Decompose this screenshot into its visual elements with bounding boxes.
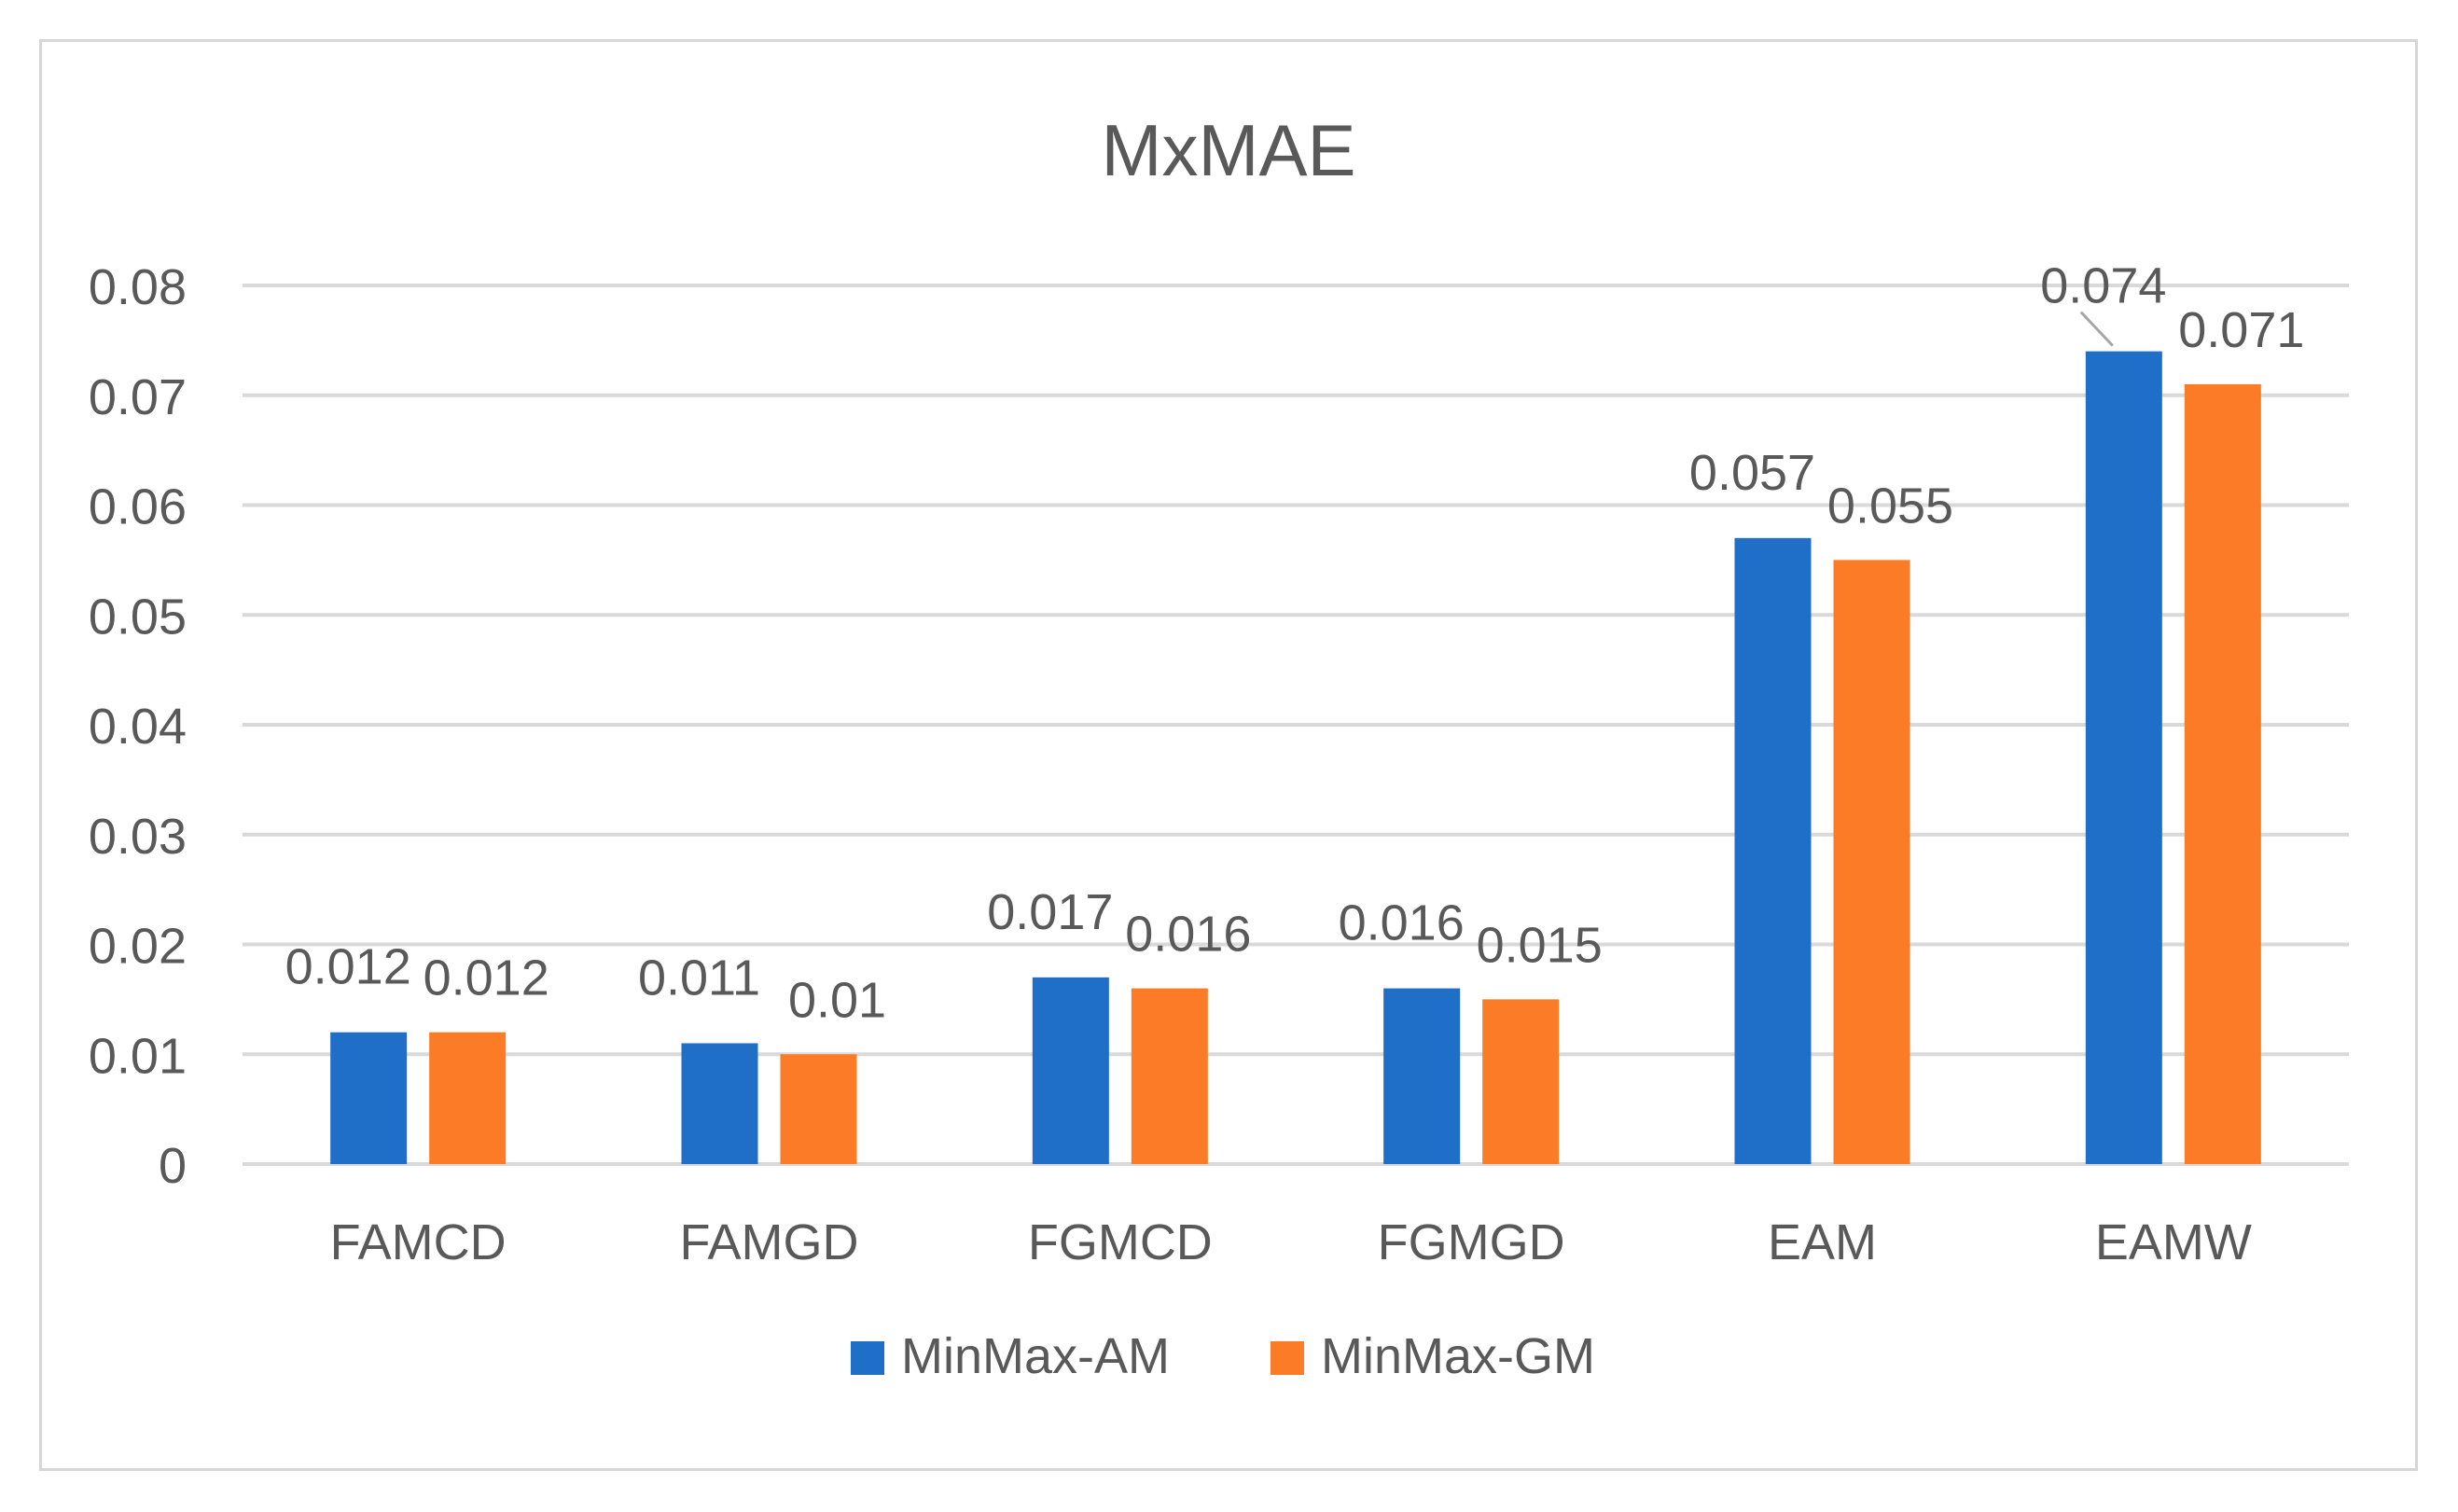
data-label: 0.012 <box>424 950 549 1006</box>
bar-minmax-gm-fgmcd <box>1131 988 1208 1164</box>
leader-line <box>2079 311 2114 347</box>
bar-minmax-gm-eamw <box>2184 383 2261 1165</box>
bar-minmax-gm-fgmgd <box>1482 999 1560 1164</box>
data-label: 0.016 <box>1125 907 1251 963</box>
bar-minmax-am-famgd <box>681 1043 758 1164</box>
chart-frame <box>39 39 2418 1471</box>
y-tick-label: 0.05 <box>89 589 187 645</box>
bar-minmax-gm-famcd <box>429 1032 507 1164</box>
y-axis-ticks: 0 0.01 0.02 0.03 0.04 0.05 0.06 0.07 0.08 <box>89 259 187 1194</box>
bar-minmax-am-eam <box>1734 537 1812 1164</box>
y-tick-label: 0.06 <box>89 479 187 535</box>
y-tick-label: 0.08 <box>89 259 187 315</box>
x-tick-label: FAMGD <box>679 1214 858 1270</box>
chart-title: MxMAE <box>1102 109 1356 191</box>
y-tick-label: 0 <box>159 1138 187 1194</box>
data-label: 0.01 <box>788 972 886 1028</box>
data-label: 0.017 <box>987 884 1113 940</box>
y-tick-label: 0.07 <box>89 369 187 425</box>
data-label: 0.057 <box>1689 445 1815 501</box>
x-tick-label: FGMGD <box>1378 1214 1565 1270</box>
y-tick-label: 0.04 <box>89 699 187 755</box>
x-axis-ticks: FAMCD FAMGD FGMCD FGMGD EAM EAMW <box>330 1214 2252 1270</box>
legend-swatch <box>1271 1341 1304 1375</box>
x-tick-label: EAMW <box>2095 1214 2252 1270</box>
y-tick-label: 0.03 <box>89 809 187 865</box>
bars <box>330 351 2261 1165</box>
bar-minmax-am-fgmgd <box>1383 988 1461 1164</box>
bar-minmax-am-famcd <box>330 1032 408 1164</box>
legend-label: MinMax-AM <box>901 1328 1170 1384</box>
x-tick-label: FGMCD <box>1028 1214 1213 1270</box>
data-label: 0.055 <box>1827 478 1953 534</box>
bar-minmax-gm-eam <box>1833 560 1910 1164</box>
bar-minmax-am-eamw <box>2085 351 2162 1164</box>
data-label: 0.015 <box>1477 917 1603 973</box>
legend-label: MinMax-GM <box>1321 1328 1595 1384</box>
legend: MinMax-AM MinMax-GM <box>851 1328 1595 1384</box>
data-label: 0.012 <box>285 939 411 995</box>
data-label: 0.016 <box>1339 895 1465 951</box>
x-tick-label: EAM <box>1768 1214 1877 1270</box>
bar-minmax-gm-famgd <box>780 1054 857 1164</box>
y-tick-label: 0.01 <box>89 1028 187 1084</box>
gridlines <box>243 284 2349 1166</box>
bar-minmax-am-fgmcd <box>1032 977 1109 1164</box>
y-tick-label: 0.02 <box>89 919 187 975</box>
data-label: 0.011 <box>638 950 760 1006</box>
legend-swatch <box>851 1341 884 1375</box>
data-label: 0.074 <box>2040 258 2166 314</box>
data-labels: 0.012 0.012 0.011 0.010.017 0.016 0.016 0.0150… <box>285 258 2305 1029</box>
x-tick-label: FAMCD <box>330 1214 507 1270</box>
data-label: 0.071 <box>2178 302 2304 358</box>
